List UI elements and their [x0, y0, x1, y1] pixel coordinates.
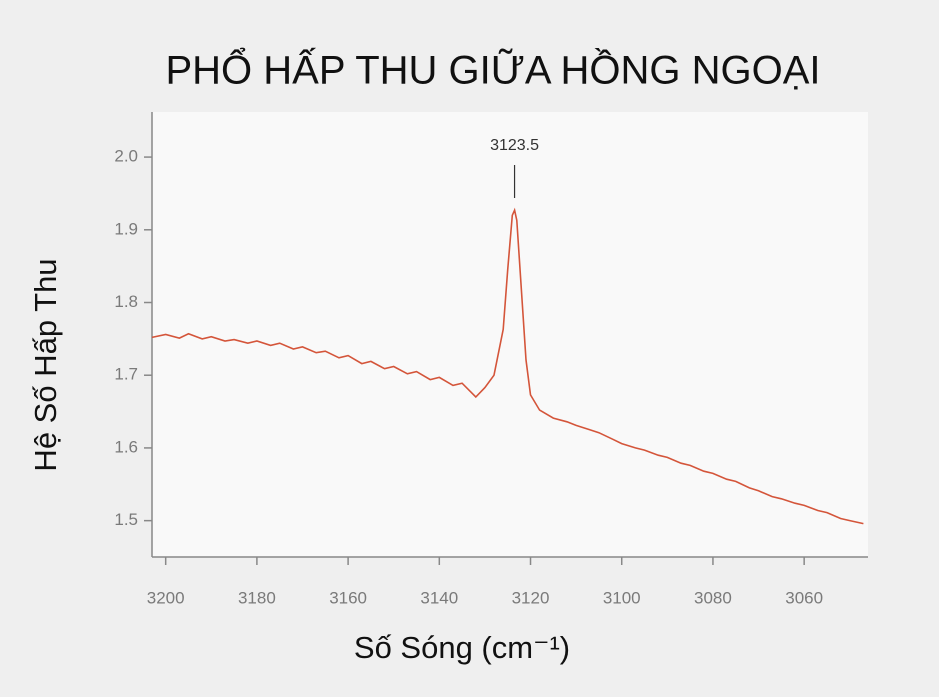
x-tick-label: 3120 [512, 588, 550, 607]
x-tick-label: 3160 [329, 588, 367, 607]
y-tick-label: 1.6 [114, 437, 138, 456]
x-tick-label: 3100 [603, 588, 641, 607]
y-tick-label: 1.5 [114, 510, 138, 529]
y-tick-label: 1.9 [114, 219, 138, 238]
x-axis-label: Số Sóng (cm⁻¹) [354, 630, 570, 665]
y-axis-label: Hệ Số Hấp Thu [28, 258, 63, 471]
x-tick-label: 3180 [238, 588, 276, 607]
y-tick-label: 2.0 [114, 147, 138, 166]
plot-area [152, 112, 868, 557]
x-tick-label: 3080 [694, 588, 732, 607]
x-tick-label: 3200 [147, 588, 185, 607]
data-line [151, 207, 864, 525]
chart-title: PHỔ HẤP THU GIỮA HỒNG NGOẠI [165, 46, 820, 93]
x-tick-label: 3140 [420, 588, 458, 607]
peak-label: 3123.5 [490, 137, 539, 154]
y-tick-label: 1.7 [114, 365, 138, 384]
y-tick-label: 1.8 [114, 292, 138, 311]
x-tick-label: 3060 [785, 588, 823, 607]
